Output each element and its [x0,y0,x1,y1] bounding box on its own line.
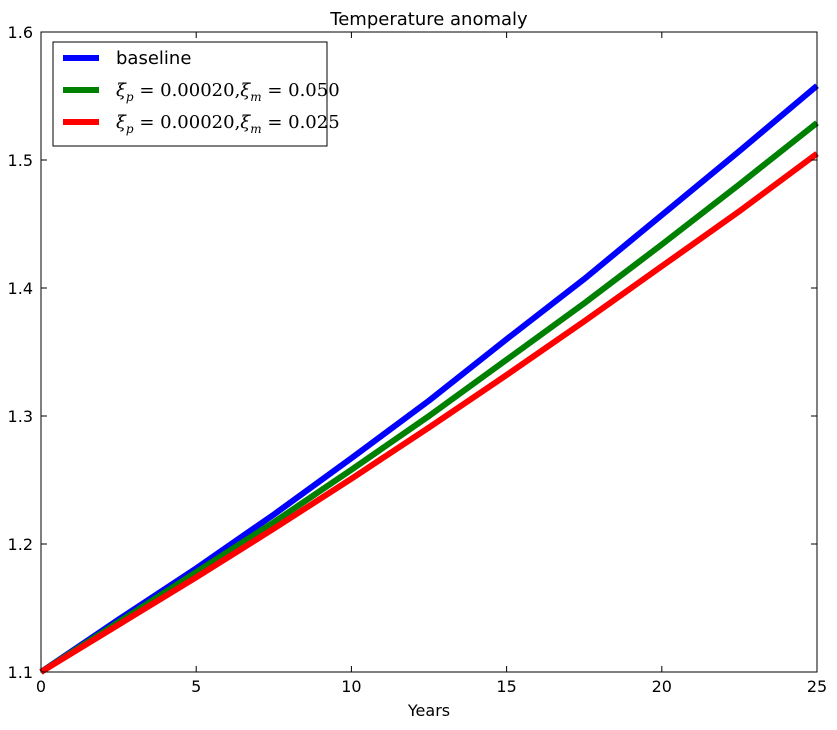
chart-title: Temperature anomaly [329,9,528,30]
y-tick-label: 1.2 [8,535,33,554]
x-tick-label: 20 [652,677,672,696]
x-tick-label: 15 [496,677,516,696]
series-line-2 [39,151,819,675]
x-axis-ticks: 0 5 10 15 20 25 [36,32,827,696]
legend-label-baseline: baseline [116,48,191,69]
x-axis-label: Years [407,701,450,720]
legend-label-xi-m-0050: ξp = 0.00020,ξm = 0.050 [116,80,340,104]
x-tick-label: 10 [341,677,361,696]
plot-frame [40,31,818,673]
legend: baseline ξp = 0.00020,ξm = 0.050 ξp = 0.… [52,41,340,147]
x-tick-label: 5 [191,677,201,696]
x-tick-label: 25 [807,677,827,696]
y-tick-label: 1.1 [8,663,33,682]
y-tick-label: 1.3 [8,407,33,426]
y-tick-label: 1.4 [8,279,33,298]
series-layer [39,83,819,675]
y-tick-label: 1.6 [8,23,33,42]
x-tick-label: 0 [36,677,46,696]
y-tick-label: 1.5 [8,151,33,170]
y-axis-ticks: 1.1 1.2 1.3 1.4 1.5 1.6 [8,23,817,682]
legend-label-xi-m-0025: ξp = 0.00020,ξm = 0.025 [116,112,340,136]
series-line-1 [39,120,819,675]
